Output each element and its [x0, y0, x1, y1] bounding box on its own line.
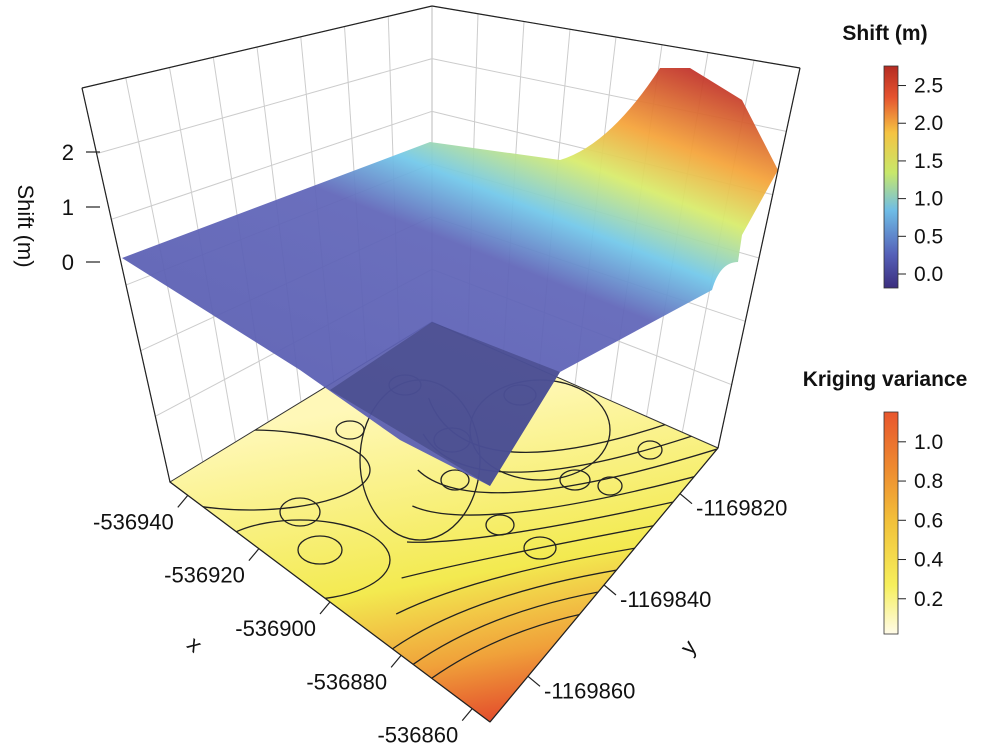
shift-surface [122, 68, 778, 486]
legend-tick-label: 1.0 [914, 431, 943, 454]
z-axis: 0 1 2 [62, 140, 100, 275]
legend-tick-label: 1.0 [914, 188, 943, 211]
x-tick-mark [390, 654, 402, 668]
contour-line [412, 469, 718, 516]
legend-shift-colorbar [883, 65, 899, 289]
contour-line [637, 440, 663, 460]
y-tick-mark [527, 675, 541, 687]
y-axis-label: y [675, 635, 701, 659]
x-axis-label: x [183, 631, 207, 657]
x-tick-mark [461, 708, 473, 722]
grid-line [111, 110, 433, 220]
x-tick-mark [248, 548, 260, 562]
y-tick-mark [679, 493, 693, 505]
legend-tick-label: 0.5 [914, 225, 943, 248]
y-axis: -1169820 -1169840 -1169860 [527, 493, 787, 703]
contour-line [417, 448, 718, 494]
contour-line [559, 469, 591, 491]
x-tick-mark [319, 601, 331, 615]
legend-tick-label: 2.5 [914, 75, 943, 98]
legend-shift-title: Shift (m) [842, 22, 927, 45]
x-tick-label: -536940 [93, 509, 174, 534]
legend-kriging-colorbar [883, 411, 899, 635]
legend-tick-label: 0.6 [914, 509, 943, 532]
z-axis-label: Shift (m) [13, 184, 38, 267]
legend-kriging-title: Kriging variance [803, 368, 968, 391]
contour-line [440, 469, 470, 491]
legend-tick-label: 2.0 [914, 112, 943, 135]
x-axis: -536940 -536920 -536900 -536880 -536860 [93, 494, 473, 748]
grid-line [96, 58, 433, 155]
x-tick-label: -536860 [377, 723, 458, 748]
x-tick-mark [177, 494, 189, 508]
contour-line [523, 536, 557, 560]
y-tick-label: -1169820 [696, 496, 787, 521]
legend-tick-label: 0.8 [914, 470, 943, 493]
contour-line [597, 476, 623, 496]
legend-tick-label: 0.2 [914, 588, 943, 611]
y-tick-label: -1169840 [620, 587, 711, 612]
contour-line [406, 491, 718, 543]
contour-line [297, 535, 343, 565]
x-tick-label: -536900 [235, 616, 316, 641]
y-tick-mark [603, 584, 617, 596]
z-tick-label: 2 [62, 140, 74, 165]
y-tick-label: -1169860 [544, 678, 635, 703]
x-tick-label: -536920 [164, 563, 245, 588]
z-tick-label: 1 [62, 195, 74, 220]
legend-tick-label: 0.0 [914, 263, 943, 286]
legend-tick-label: 1.5 [914, 150, 943, 173]
contour-line [279, 497, 321, 527]
legend-kriging: Kriging variance 1.0 0.8 0.6 0.4 0.2 [803, 368, 968, 635]
x-tick-label: -536880 [306, 669, 387, 694]
legend-shift: Shift (m) 2.5 2.0 1.5 1.0 0.5 0.0 [842, 22, 943, 289]
legend-tick-label: 0.4 [914, 549, 944, 572]
z-tick-label: 0 [62, 250, 74, 275]
